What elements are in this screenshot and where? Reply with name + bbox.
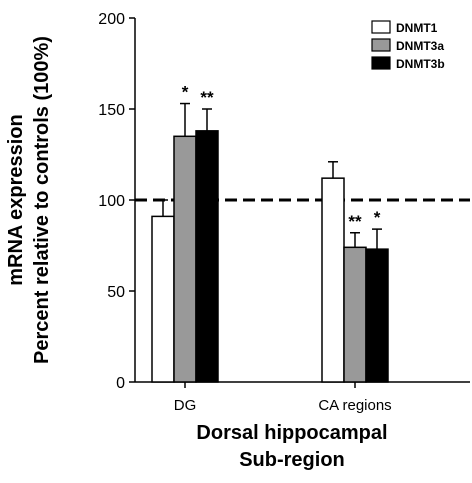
x-axis-title-line2: Sub-region — [239, 449, 345, 471]
y-tick-label: 0 — [116, 375, 125, 392]
bar-dnmt3a-ca-regions — [343, 246, 367, 383]
bar-dnmt3a-dg — [173, 135, 197, 383]
y-tick-label: 150 — [98, 102, 125, 119]
bar-dnmt1-ca-regions — [321, 177, 345, 383]
y-tick-label: 200 — [98, 11, 125, 28]
y-tick-label: 100 — [98, 193, 125, 210]
legend-label-dnmt1: DNMT1 — [396, 21, 438, 35]
y-axis-title-line1: mRNA expression — [5, 114, 27, 286]
x-axis-title-line1: Dorsal hippocampal — [196, 422, 387, 444]
bar-dnmt1-dg — [151, 215, 175, 383]
y-tick-label: 50 — [107, 284, 125, 301]
y-axis-title-line2: Percent relative to controls (100%) — [31, 36, 53, 364]
x-category-label: DG — [174, 397, 197, 414]
significance-marker: ** — [348, 212, 362, 231]
bar-dnmt3b-ca-regions — [365, 248, 389, 383]
legend-swatch-dnmt3b — [371, 56, 391, 70]
significance-marker: * — [182, 83, 189, 102]
legend-swatch-dnmt3a — [371, 38, 391, 52]
legend-swatch-dnmt1 — [371, 20, 391, 34]
legend-label-dnmt3b: DNMT3b — [396, 57, 445, 71]
significance-marker: * — [374, 208, 381, 227]
significance-marker: ** — [200, 88, 214, 107]
bar-dnmt3b-dg — [195, 130, 219, 383]
x-category-label: CA regions — [318, 397, 391, 414]
legend-label-dnmt3a: DNMT3a — [396, 39, 444, 53]
